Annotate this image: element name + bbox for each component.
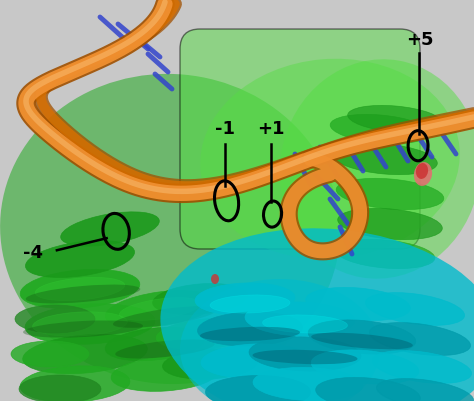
- Ellipse shape: [206, 376, 310, 401]
- Ellipse shape: [414, 163, 432, 186]
- Ellipse shape: [0, 75, 340, 384]
- Ellipse shape: [15, 305, 95, 333]
- Ellipse shape: [23, 334, 147, 374]
- Text: -4: -4: [23, 244, 43, 261]
- FancyBboxPatch shape: [180, 30, 420, 249]
- Ellipse shape: [156, 319, 254, 350]
- Ellipse shape: [311, 350, 419, 384]
- Ellipse shape: [25, 304, 155, 344]
- Ellipse shape: [373, 351, 472, 383]
- Ellipse shape: [337, 209, 442, 240]
- Text: +1: +1: [257, 119, 285, 137]
- Ellipse shape: [195, 283, 295, 315]
- Ellipse shape: [20, 366, 130, 401]
- Ellipse shape: [111, 357, 219, 391]
- Ellipse shape: [26, 285, 140, 304]
- Ellipse shape: [200, 60, 460, 259]
- Ellipse shape: [416, 164, 428, 180]
- Ellipse shape: [253, 367, 363, 401]
- Ellipse shape: [245, 302, 355, 336]
- Ellipse shape: [198, 312, 302, 346]
- Ellipse shape: [330, 115, 430, 144]
- Ellipse shape: [369, 323, 471, 356]
- Ellipse shape: [35, 277, 125, 301]
- Ellipse shape: [210, 295, 290, 313]
- Ellipse shape: [113, 306, 217, 328]
- Ellipse shape: [180, 279, 380, 401]
- Ellipse shape: [200, 327, 300, 341]
- Ellipse shape: [211, 274, 219, 284]
- Ellipse shape: [119, 298, 201, 321]
- Ellipse shape: [249, 337, 361, 371]
- Ellipse shape: [163, 349, 257, 379]
- Ellipse shape: [311, 333, 413, 349]
- Ellipse shape: [253, 350, 357, 365]
- Ellipse shape: [33, 312, 128, 336]
- Ellipse shape: [11, 341, 89, 367]
- Ellipse shape: [105, 328, 205, 361]
- Ellipse shape: [316, 377, 420, 401]
- Ellipse shape: [115, 340, 215, 358]
- Ellipse shape: [280, 60, 474, 279]
- Ellipse shape: [20, 270, 140, 309]
- Ellipse shape: [26, 241, 135, 278]
- Ellipse shape: [336, 179, 444, 210]
- Ellipse shape: [61, 213, 159, 247]
- Ellipse shape: [333, 144, 438, 175]
- Ellipse shape: [263, 315, 347, 333]
- Ellipse shape: [335, 240, 435, 269]
- Ellipse shape: [347, 106, 442, 133]
- Ellipse shape: [106, 291, 215, 328]
- Ellipse shape: [160, 229, 474, 401]
- Ellipse shape: [306, 288, 410, 321]
- Text: +5: +5: [406, 31, 433, 49]
- Ellipse shape: [201, 344, 309, 378]
- Ellipse shape: [365, 293, 465, 326]
- Text: -1: -1: [215, 119, 235, 137]
- Ellipse shape: [153, 284, 247, 315]
- Ellipse shape: [376, 379, 474, 401]
- Ellipse shape: [19, 375, 101, 401]
- Ellipse shape: [23, 321, 143, 338]
- Ellipse shape: [308, 320, 416, 354]
